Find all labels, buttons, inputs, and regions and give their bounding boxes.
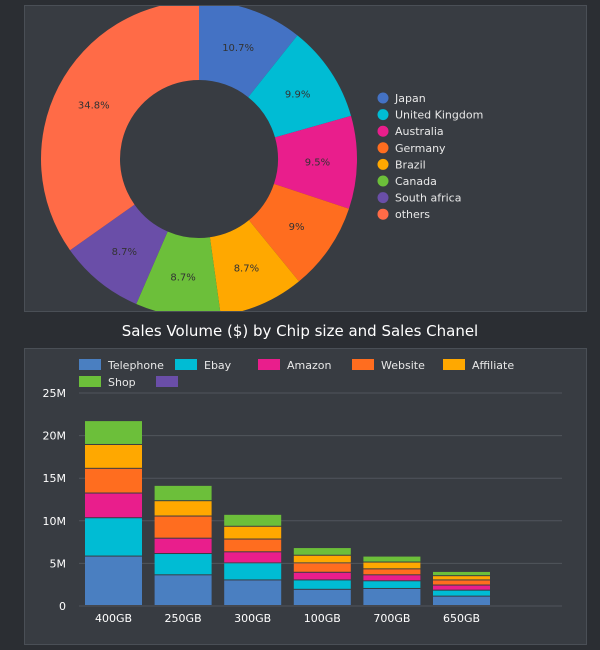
x-tick-label-2: 300GB [234, 612, 271, 625]
donut-slice-1 [248, 35, 352, 138]
bar-250GB-Amazon [154, 538, 212, 554]
bar-250GB-Affiliate [154, 501, 212, 516]
x-tick-label-5: 650GB [443, 612, 480, 625]
donut-slice-7 [40, 0, 199, 251]
legend-label-7: others [395, 208, 430, 221]
donut-slice-3 [248, 183, 349, 282]
stacked-bar-chart: 0 5M 10M 15M 20M 25M 400GB 250GB 300GB 100GB 700GB… [43, 359, 562, 625]
bar-100GB-Website [293, 563, 351, 572]
slice-label-3: 9% [289, 222, 305, 233]
bar-700GB-Telephone [363, 588, 421, 605]
bar-legend-label-1: Ebay [204, 359, 232, 372]
bar-300GB-Affiliate [224, 526, 282, 539]
donut-slice-2 [273, 115, 357, 209]
bar-700GB-Website [363, 569, 421, 575]
bar-legend-label-4: Affiliate [472, 359, 514, 372]
bar-legend-swatch-5 [79, 376, 101, 387]
bar-legend-swatch-1 [175, 359, 197, 370]
bar-400GB-Shop [85, 421, 142, 444]
y-tick-label-0: 0 [59, 600, 66, 613]
bar-100GB-Telephone [293, 589, 351, 605]
bar-100GB-Affiliate [293, 555, 351, 563]
slice-label-5: 8.7% [170, 272, 195, 283]
bar-650GB-Ebay [433, 590, 490, 596]
bar-400GB-Telephone [85, 556, 142, 605]
donut-chart: 10.7% 9.9% 9.5% 9% 8.7% 8.7% 8.7% 34.8% Japan Uni… [40, 0, 483, 317]
slice-label-6: 8.7% [112, 247, 137, 258]
legend-label-1: United Kingdom [395, 109, 483, 122]
legend-label-2: Australia [395, 125, 444, 138]
bar-300GB-Website [224, 539, 282, 552]
legend-label-5: Canada [395, 175, 437, 188]
y-tick-label-5: 25M [43, 387, 67, 400]
bar-300GB-Telephone [224, 580, 282, 605]
bar-100GB-Ebay [293, 580, 351, 589]
bar-legend-label-5: Shop [108, 376, 136, 389]
bar-700GB-Affiliate [363, 562, 421, 569]
x-tick-label-0: 400GB [95, 612, 132, 625]
legend-marker-4 [377, 158, 389, 170]
legend-marker-0 [377, 92, 389, 104]
bar-650GB-Shop [433, 571, 490, 576]
legend-marker-3 [377, 142, 389, 154]
legend-label-6: South africa [395, 192, 461, 205]
slice-label-4: 8.7% [234, 264, 259, 275]
bar-legend-label-2: Amazon [287, 359, 331, 372]
donut-slice-0 [199, 1, 298, 98]
bar-400GB-Amazon [85, 493, 142, 518]
bar-300GB-Shop [224, 514, 282, 526]
legend-label-0: Japan [394, 92, 426, 105]
bar-legend-label-0: Telephone [107, 359, 164, 372]
y-tick-label-2: 10M [43, 515, 67, 528]
donut-slice-4 [209, 220, 299, 316]
bar-700GB-Shop [363, 556, 421, 562]
bar-650GB-Telephone [433, 596, 490, 605]
bar-400GB-Ebay [85, 518, 142, 556]
legend-marker-1 [377, 109, 389, 121]
bar-300GB-Amazon [224, 552, 282, 563]
bar-100GB-Shop [293, 548, 351, 555]
bar-650GB-Amazon [433, 585, 490, 590]
bar-100GB-Amazon [293, 572, 351, 580]
bar-250GB-Shop [154, 485, 212, 501]
slice-label-7: 34.8% [78, 101, 110, 112]
bar-legend-label-3: Website [381, 359, 425, 372]
slice-label-1: 9.9% [285, 89, 310, 100]
bar-650GB-Affiliate [433, 576, 490, 580]
bar-legend-swatch-6 [156, 376, 178, 387]
legend-marker-6 [377, 192, 389, 204]
donut-slice-6 [70, 204, 168, 305]
bar-300GB-Ebay [224, 563, 282, 580]
bar-650GB-Website [433, 580, 490, 585]
legend-label-3: Germany [395, 142, 446, 155]
slice-label-2: 9.5% [305, 158, 330, 169]
legend-label-4: Brazil [395, 158, 426, 171]
bar-legend-swatch-2 [258, 359, 280, 370]
slice-label-0: 10.7% [222, 43, 254, 54]
y-tick-label-1: 5M [50, 557, 67, 570]
bar-legend-swatch-3 [352, 359, 374, 370]
bar-700GB-Amazon [363, 575, 421, 581]
bar-chart-panel: 0 5M 10M 15M 20M 25M 400GB 250GB 300GB 100GB 700GB… [24, 348, 587, 645]
legend-marker-7 [377, 208, 389, 220]
y-tick-label-3: 15M [43, 472, 67, 485]
bar-250GB-Website [154, 516, 212, 538]
bar-400GB-Website [85, 468, 142, 493]
bar-700GB-Ebay [363, 581, 421, 588]
bar-250GB-Ebay [154, 554, 212, 575]
donut-chart-panel: 10.7% 9.9% 9.5% 9% 8.7% 8.7% 8.7% 34.8% Japan Uni… [24, 0, 587, 317]
bar-legend-swatch-0 [79, 359, 101, 370]
x-tick-label-4: 700GB [373, 612, 410, 625]
x-tick-label-3: 100GB [304, 612, 341, 625]
bar-legend-swatch-4 [443, 359, 465, 370]
donut-slice-5 [136, 231, 221, 317]
legend-marker-2 [377, 125, 389, 137]
bar-250GB-Telephone [154, 575, 212, 605]
bar-400GB-Affiliate [85, 444, 142, 468]
bar-chart-title: Sales Volume ($) by Chip size and Sales … [121, 322, 479, 340]
y-tick-label-4: 20M [43, 430, 67, 443]
x-tick-label-1: 250GB [165, 612, 202, 625]
legend-marker-5 [377, 175, 389, 187]
